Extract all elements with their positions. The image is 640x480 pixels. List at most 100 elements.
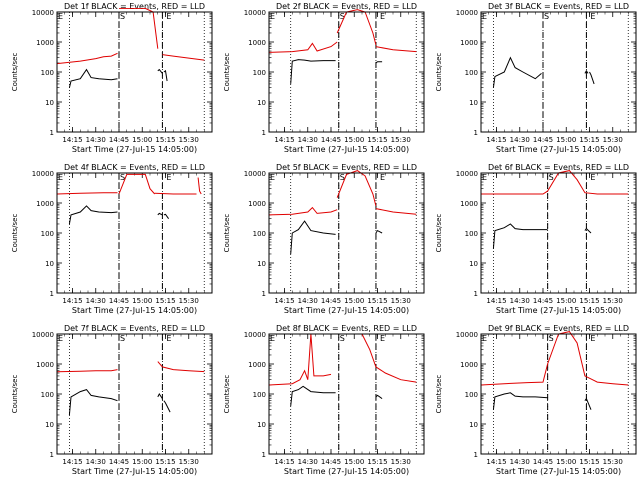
marker-letter-e-left: E xyxy=(58,12,63,21)
series-lld-line xyxy=(197,177,202,195)
series-lld-line xyxy=(162,54,205,61)
x-tick-label: 14:30 xyxy=(86,297,106,305)
x-tick-label: 15:15 xyxy=(367,297,387,305)
marker-letter-e-left: E xyxy=(482,334,487,343)
plot-frame xyxy=(56,11,213,133)
y-axis-label: Counts/sec xyxy=(223,53,231,92)
y-tick-label: 10 xyxy=(45,421,54,429)
marker-letter-s: S xyxy=(340,173,345,182)
y-tick-label: 1 xyxy=(262,129,266,137)
y-tick-label: 100 xyxy=(41,391,54,399)
panel-title: Det 9f BLACK = Events, RED = LLD xyxy=(488,324,629,333)
x-tick-label: 15:15 xyxy=(579,297,599,305)
x-tick-label: 15:00 xyxy=(344,458,364,466)
x-tick-label: 14:45 xyxy=(109,297,129,305)
x-tick-label: 14:45 xyxy=(109,458,129,466)
panel-title: Det 7f BLACK = Events, RED = LLD xyxy=(64,324,205,333)
y-axis-label: Counts/sec xyxy=(11,214,19,253)
x-tick-label: 15:00 xyxy=(556,136,576,144)
x-tick-label: 15:00 xyxy=(132,297,152,305)
detector-panel-6: Det 6f BLACK = Events, RED = LLD Counts/s… xyxy=(435,163,637,315)
marker-letter-s: S xyxy=(544,12,549,21)
y-tick-label: 1000 xyxy=(36,200,54,208)
x-tick-label: 14:15 xyxy=(62,458,82,466)
detector-panel-2: Det 2f BLACK = Events, RED = LLD Counts/s… xyxy=(223,2,425,154)
series-events-line xyxy=(163,400,171,413)
y-tick-label: 1000 xyxy=(248,361,266,369)
series-lld-line xyxy=(375,46,417,53)
x-tick-label: 14:45 xyxy=(533,458,553,466)
y-tick-label: 10000 xyxy=(456,9,478,17)
plot-frame xyxy=(56,172,213,294)
y-tick-label: 100 xyxy=(253,69,266,77)
series-lld-line xyxy=(157,361,205,373)
series-events-line xyxy=(68,68,118,88)
marker-letter-e: E xyxy=(380,173,385,182)
y-tick-label: 10000 xyxy=(32,331,54,339)
detector-panel-3: Det 3f BLACK = Events, RED = LLD Counts/s… xyxy=(435,2,637,154)
x-tick-label: 14:15 xyxy=(274,297,294,305)
series-events-line xyxy=(492,56,542,88)
marker-letter-e-left: E xyxy=(482,12,487,21)
x-tick-label: 14:30 xyxy=(510,297,530,305)
x-tick-label: 15:15 xyxy=(155,297,175,305)
panel-title: Det 5f BLACK = Events, RED = LLD xyxy=(276,163,417,172)
y-tick-label: 10 xyxy=(257,260,266,268)
x-axis-label: Start Time (27-Jul-15 14:05:00) xyxy=(284,306,409,315)
x-axis-label: Start Time (27-Jul-15 14:05:00) xyxy=(496,306,621,315)
plot-frame xyxy=(268,11,425,133)
x-tick-label: 15:15 xyxy=(367,458,387,466)
x-tick-label: 15:30 xyxy=(603,458,623,466)
x-tick-label: 14:15 xyxy=(274,136,294,144)
x-tick-label: 14:30 xyxy=(298,136,318,144)
y-tick-label: 100 xyxy=(41,69,54,77)
marker-letter-e: E xyxy=(166,334,171,343)
plot-frame xyxy=(268,172,425,294)
x-tick-label: 15:00 xyxy=(344,136,364,144)
y-tick-label: 1000 xyxy=(248,200,266,208)
series-lld-line xyxy=(154,192,197,195)
y-tick-label: 100 xyxy=(465,69,478,77)
x-tick-label: 15:00 xyxy=(556,297,576,305)
marker-letter-e: E xyxy=(380,12,385,21)
detector-panel-9: Det 9f BLACK = Events, RED = LLD Counts/s… xyxy=(435,324,637,476)
x-axis-label: Start Time (27-Jul-15 14:05:00) xyxy=(496,467,621,476)
series-events-line xyxy=(68,205,118,225)
series-group xyxy=(481,170,629,249)
marker-letter-e-left: E xyxy=(58,173,63,182)
y-tick-label: 10000 xyxy=(32,9,54,17)
marker-letter-s: S xyxy=(549,334,554,343)
marker-letter-e-left: E xyxy=(482,173,487,182)
series-lld-line xyxy=(269,41,338,53)
series-lld-line xyxy=(375,208,417,215)
series-events-line xyxy=(157,393,163,399)
y-tick-label: 100 xyxy=(465,391,478,399)
marker-letter-e: E xyxy=(590,173,595,182)
y-tick-label: 1 xyxy=(474,129,478,137)
marker-letter-e-left: E xyxy=(270,12,275,21)
x-tick-label: 15:15 xyxy=(579,458,599,466)
series-lld-line xyxy=(361,333,417,383)
x-tick-label: 14:30 xyxy=(86,458,106,466)
y-tick-label: 1 xyxy=(474,290,478,298)
x-tick-label: 14:15 xyxy=(486,297,506,305)
series-group xyxy=(57,173,202,225)
detector-panel-1: Det 1f BLACK = Events, RED = LLD Counts/s… xyxy=(11,2,213,154)
x-tick-label: 14:45 xyxy=(109,136,129,144)
y-axis-label: Counts/sec xyxy=(435,214,443,253)
y-tick-label: 1000 xyxy=(248,39,266,47)
x-tick-label: 14:30 xyxy=(298,458,318,466)
series-events-line xyxy=(290,220,336,255)
series-lld-line xyxy=(481,331,629,386)
detector-panel-5: Det 5f BLACK = Events, RED = LLD Counts/s… xyxy=(223,163,425,315)
x-tick-label: 14:45 xyxy=(321,136,341,144)
series-events-line xyxy=(584,227,592,234)
y-tick-label: 1 xyxy=(50,451,54,459)
series-events-line xyxy=(375,61,383,64)
series-group xyxy=(57,361,205,416)
y-tick-label: 10000 xyxy=(244,331,266,339)
y-tick-label: 1 xyxy=(262,290,266,298)
x-tick-label: 14:15 xyxy=(486,136,506,144)
y-axis-label: Counts/sec xyxy=(223,375,231,414)
x-tick-label: 14:15 xyxy=(62,136,82,144)
